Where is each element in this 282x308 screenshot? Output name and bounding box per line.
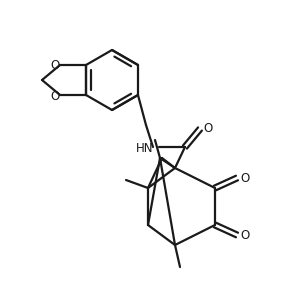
Text: HN: HN: [136, 141, 154, 155]
Text: O: O: [50, 90, 60, 103]
Text: O: O: [50, 59, 60, 71]
Text: O: O: [203, 121, 213, 135]
Text: O: O: [240, 229, 250, 241]
Text: O: O: [240, 172, 250, 184]
